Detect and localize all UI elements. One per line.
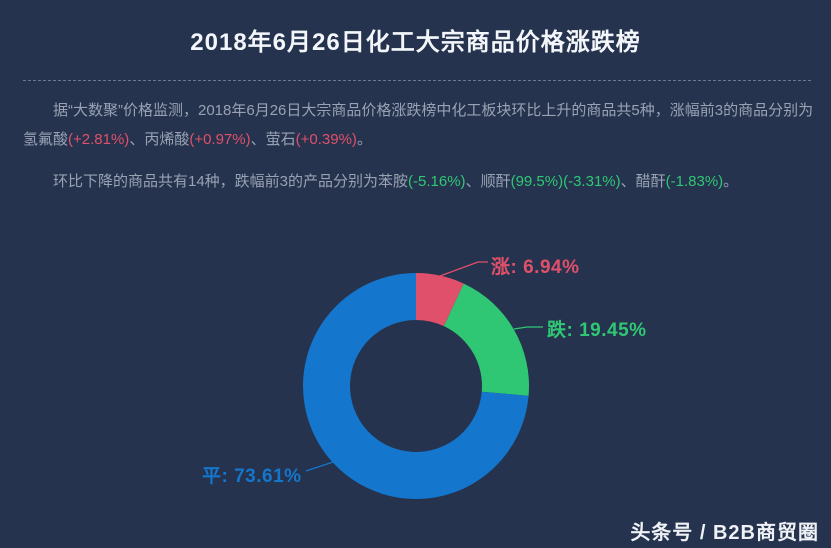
paragraph-decliners: 环比下降的商品共有14种，跌幅前3的产品分别为苯胺(-5.16%)、顺酐(99.… (23, 167, 819, 196)
text-segment-up: (+2.81%) (68, 131, 130, 148)
donut-segment-up (416, 273, 464, 327)
chart-label-flat: 平: 73.61% (202, 466, 302, 487)
summary-block: 据“大数聚”价格监测，2018年6月26日大宗商品价格涨跌榜中化工板块环比上升的… (23, 96, 819, 196)
text-segment-down: (99.5%)(-3.31%) (510, 173, 621, 190)
leader-line-flat (305, 461, 334, 472)
text-segment-down: (-1.83%) (665, 173, 724, 190)
watermark-text: 头条号 / B2B商贸圈 (630, 522, 819, 544)
leader-line-up (439, 261, 488, 277)
text-segment-body: 、醋酐 (620, 173, 666, 190)
text-segment-body: 。 (356, 131, 372, 148)
dashed-divider (23, 80, 811, 81)
chart-label-up: 涨: 6.94% (491, 257, 580, 278)
donut-segment-flat (302, 273, 529, 499)
text-segment-body: 、萤石 (250, 131, 296, 148)
text-segment-up: (+0.97%) (189, 131, 251, 148)
text-segment-body: 环比下降的商品共有14种，跌幅前3的产品分别为苯胺 (53, 173, 409, 190)
text-segment-body: 、丙烯酸 (129, 131, 190, 148)
text-segment-up: (+0.39%) (295, 131, 357, 148)
text-segment-body: 。 (723, 173, 739, 190)
text-segment-body: 、顺酐 (465, 173, 511, 190)
chart-label-down: 跌: 19.45% (547, 320, 647, 341)
text-segment-body: 据“大数聚”价格监测，2018年6月26日大宗商品价格涨跌榜中化工板块环比上升的… (23, 102, 814, 148)
donut-segment-down (443, 283, 529, 396)
text-segment-down: (-5.16%) (408, 173, 466, 190)
leader-line-down (513, 326, 543, 330)
page-title: 2018年6月26日化工大宗商品价格涨跌榜 (190, 29, 641, 56)
paragraph-gainers: 据“大数聚”价格监测，2018年6月26日大宗商品价格涨跌榜中化工板块环比上升的… (23, 96, 819, 154)
